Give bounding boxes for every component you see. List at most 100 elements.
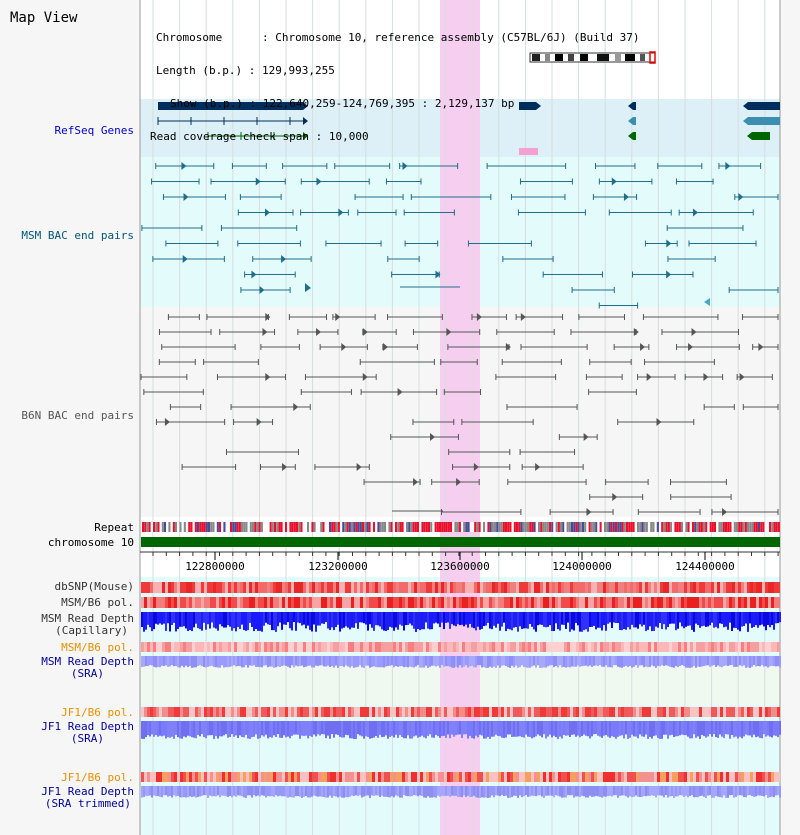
- jf1-depth-sra-bar: [167, 721, 169, 738]
- msm-depth-capillary-bar: [373, 612, 375, 631]
- jf1-b6-pol-cell: [726, 707, 729, 717]
- msm-depth-capillary-bar: [747, 612, 749, 632]
- jf1-b6-pol-trim-cell: [243, 772, 246, 782]
- gene-3-isoform-b-arrow: [628, 132, 633, 140]
- jf1-b6-pol-trim-cell: [378, 772, 381, 782]
- msm-b6-pol-sra-cell: [618, 642, 621, 652]
- jf1-depth-trim-bar: [767, 786, 769, 798]
- msm-depth-sra-bar: [275, 656, 277, 668]
- msm-depth-capillary-bar: [411, 612, 413, 626]
- dbsnp-cell: [210, 582, 213, 593]
- jf1-b6-pol-trim-cell: [738, 772, 741, 782]
- msm-depth-sra-bar: [559, 656, 561, 666]
- msm-depth-capillary-bar: [473, 612, 475, 629]
- msm-depth-sra-bar: [763, 656, 765, 667]
- jf1-b6-pol-trim-cell: [681, 772, 684, 782]
- msm-depth-sra-bar: [711, 656, 713, 666]
- msm-depth-capillary-bar: [161, 612, 163, 625]
- jf1-depth-sra-bar: [271, 721, 273, 738]
- jf1-depth-sra-bar: [605, 721, 607, 736]
- jf1-b6-pol-cell: [471, 707, 474, 717]
- jf1-b6-pol-cell: [735, 707, 738, 717]
- msm-depth-capillary-bar: [551, 612, 553, 632]
- jf1-b6-pol-cell: [774, 707, 777, 717]
- msm-depth-sra-bar: [461, 656, 463, 668]
- dbsnp-cell: [633, 582, 636, 593]
- repeat-element: [419, 522, 422, 532]
- dbsnp-cell: [426, 582, 429, 593]
- msm-depth-capillary-bar: [613, 612, 615, 623]
- jf1-b6-pol-cell: [180, 707, 183, 717]
- msm-b6-pol-cell: [438, 597, 441, 608]
- msm-b6-pol-sra-cell: [231, 642, 234, 652]
- msm-depth-sra-bar: [585, 656, 587, 666]
- jf1-b6-pol-cell: [321, 707, 324, 717]
- jf1-depth-sra-bar: [345, 721, 347, 735]
- dbsnp-cell: [342, 582, 345, 593]
- jf1-depth-sra-bar: [643, 721, 645, 737]
- repeat-element: [698, 522, 701, 532]
- msm-depth-capillary-bar: [505, 612, 507, 632]
- bac-arrow: [456, 478, 462, 486]
- jf1-depth-sra-bar: [283, 721, 285, 736]
- msm-b6-pol-sra-cell: [270, 642, 273, 652]
- msm-depth-capillary-bar: [749, 612, 751, 624]
- jf1-b6-pol-trim-cell: [663, 772, 666, 782]
- jf1-depth-sra-bar: [689, 721, 691, 739]
- repeat-element: [586, 522, 589, 532]
- msm-depth-sra-bar: [627, 656, 629, 667]
- msm-depth-sra-bar: [429, 656, 431, 667]
- dbsnp-cell: [501, 582, 504, 593]
- msm-b6-pol-sra-cell: [282, 642, 285, 652]
- jf1-b6-pol-trim-cell: [702, 772, 705, 782]
- repeat-element: [271, 522, 274, 532]
- jf1-b6-pol-cell: [210, 707, 213, 717]
- jf1-b6-pol-trim-cell: [234, 772, 237, 782]
- jf1-depth-sra-bar: [169, 721, 171, 738]
- msm-depth-sra-bar: [351, 656, 353, 667]
- repeat-element: [318, 522, 321, 532]
- msm-depth-sra-bar: [639, 656, 641, 666]
- repeat-element: [749, 522, 752, 532]
- msm-b6-pol-cell: [213, 597, 216, 608]
- msm-depth-capillary-bar: [251, 612, 253, 628]
- dbsnp-cell: [678, 582, 681, 593]
- dbsnp-cell: [477, 582, 480, 593]
- dbsnp-cell: [762, 582, 765, 593]
- repeat-element: [685, 522, 688, 532]
- jf1-depth-trim-bar: [271, 786, 273, 797]
- repeat-element: [296, 522, 299, 532]
- dbsnp-cell: [720, 582, 723, 593]
- repeat-element: [562, 522, 565, 532]
- jf1-b6-pol-label: JF1/B6 pol.: [61, 706, 134, 719]
- msm-b6-pol-cell: [444, 597, 447, 608]
- msm-b6-pol-sra-cell: [657, 642, 660, 652]
- jf1-b6-pol-trim-cell: [696, 772, 699, 782]
- msm-b6-pol-sra-cell: [348, 642, 351, 652]
- msm-b6-pol-sra-cell: [756, 642, 759, 652]
- dbsnp-cell: [225, 582, 228, 593]
- jf1-read-depth-trimmed-label: JF1 Read Depth (SRA trimmed): [41, 786, 134, 810]
- msm-depth-sra-bar: [683, 656, 685, 667]
- jf1-depth-trim-bar: [773, 786, 775, 798]
- jf1-depth-sra-bar: [233, 721, 235, 737]
- jf1-depth-sra-bar: [683, 721, 685, 736]
- jf1-b6-pol-cell: [261, 707, 264, 717]
- msm-depth-sra-bar: [499, 656, 501, 668]
- msm-depth-sra-bar: [277, 656, 279, 667]
- msm-depth-capillary-bar: [271, 612, 273, 631]
- jf1-depth-trim-bar: [489, 786, 491, 798]
- jf1-b6-pol-cell: [510, 707, 513, 717]
- msm-depth-capillary-bar: [415, 612, 417, 632]
- msm-depth-capillary-bar: [527, 612, 529, 629]
- dbsnp-cell: [147, 582, 150, 593]
- repeat-element: [450, 522, 453, 532]
- dbsnp-cell: [240, 582, 243, 593]
- jf1-b6-pol-cell: [579, 707, 582, 717]
- msm-depth-sra-bar: [249, 656, 251, 666]
- jf1-b6-pol-cell: [222, 707, 225, 717]
- dbsnp-cell: [459, 582, 462, 593]
- msm-b6-pol-sra-cell: [357, 642, 360, 652]
- jf1-depth-trim-bar: [647, 786, 649, 796]
